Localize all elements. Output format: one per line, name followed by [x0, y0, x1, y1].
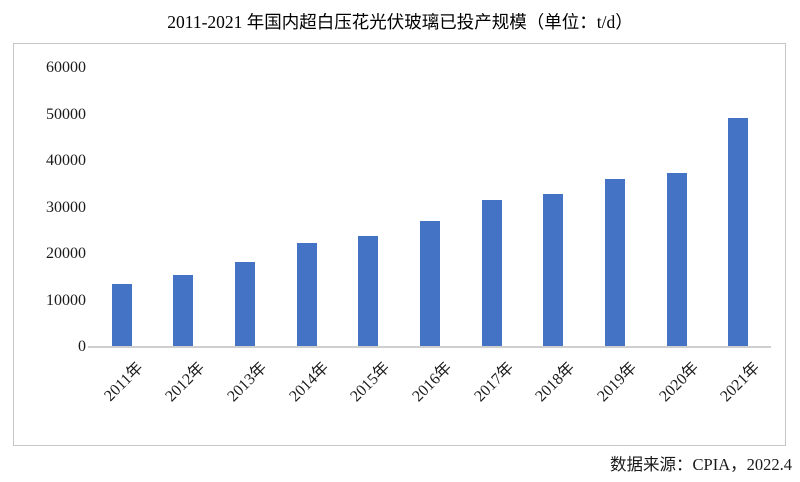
y-tick-label: 60000 — [46, 59, 86, 76]
x-tick-label: 2016年 — [409, 359, 456, 406]
y-tick-label: 0 — [78, 338, 86, 355]
bar-2018年 — [543, 194, 564, 347]
bar-2014年 — [296, 242, 317, 347]
bar-2020年 — [666, 172, 687, 347]
chart-title: 2011-2021 年国内超白压花光伏玻璃已投产规模（单位：t/d） — [167, 12, 633, 32]
x-tick-label: 2011年 — [101, 359, 148, 405]
x-tick-label: 2017年 — [470, 359, 517, 406]
y-tick-label: 30000 — [46, 198, 86, 216]
x-tick-label: 2015年 — [347, 359, 394, 406]
x-tick-label: 2012年 — [162, 359, 209, 406]
x-tick-label: 2013年 — [224, 359, 271, 406]
x-axis-line — [88, 346, 771, 348]
bar-2019年 — [604, 178, 625, 347]
source-note: 数据来源：CPIA，2022.4 — [610, 455, 792, 474]
x-tick-label: 2019年 — [594, 359, 641, 406]
x-tick-label: 2018年 — [532, 359, 579, 406]
bars-container — [91, 44, 769, 347]
y-tick-label: 50000 — [46, 105, 86, 123]
plot-area: 0 10000 20000 30000 40000 50000 60000 2011年 201… — [13, 43, 786, 446]
bar-2017年 — [481, 199, 502, 347]
bar-2013年 — [235, 262, 256, 347]
bar-2016年 — [420, 221, 440, 347]
bar-2012年 — [173, 274, 194, 347]
y-tick-label: 20000 — [46, 245, 86, 262]
y-tick-label: 10000 — [46, 291, 86, 309]
bar-2015年 — [358, 236, 379, 347]
bar-2021年 — [728, 118, 749, 347]
bar-2011年 — [111, 284, 132, 347]
x-tick-label: 2020年 — [655, 359, 702, 406]
x-tick-label: 2021年 — [717, 359, 764, 406]
x-tick-label: 2014年 — [286, 359, 332, 406]
y-tick-label: 40000 — [46, 152, 86, 169]
